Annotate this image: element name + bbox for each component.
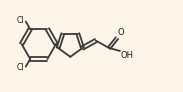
- Text: Cl: Cl: [17, 16, 24, 25]
- Text: O: O: [118, 28, 124, 37]
- Text: OH: OH: [121, 51, 134, 60]
- Text: Cl: Cl: [17, 63, 24, 72]
